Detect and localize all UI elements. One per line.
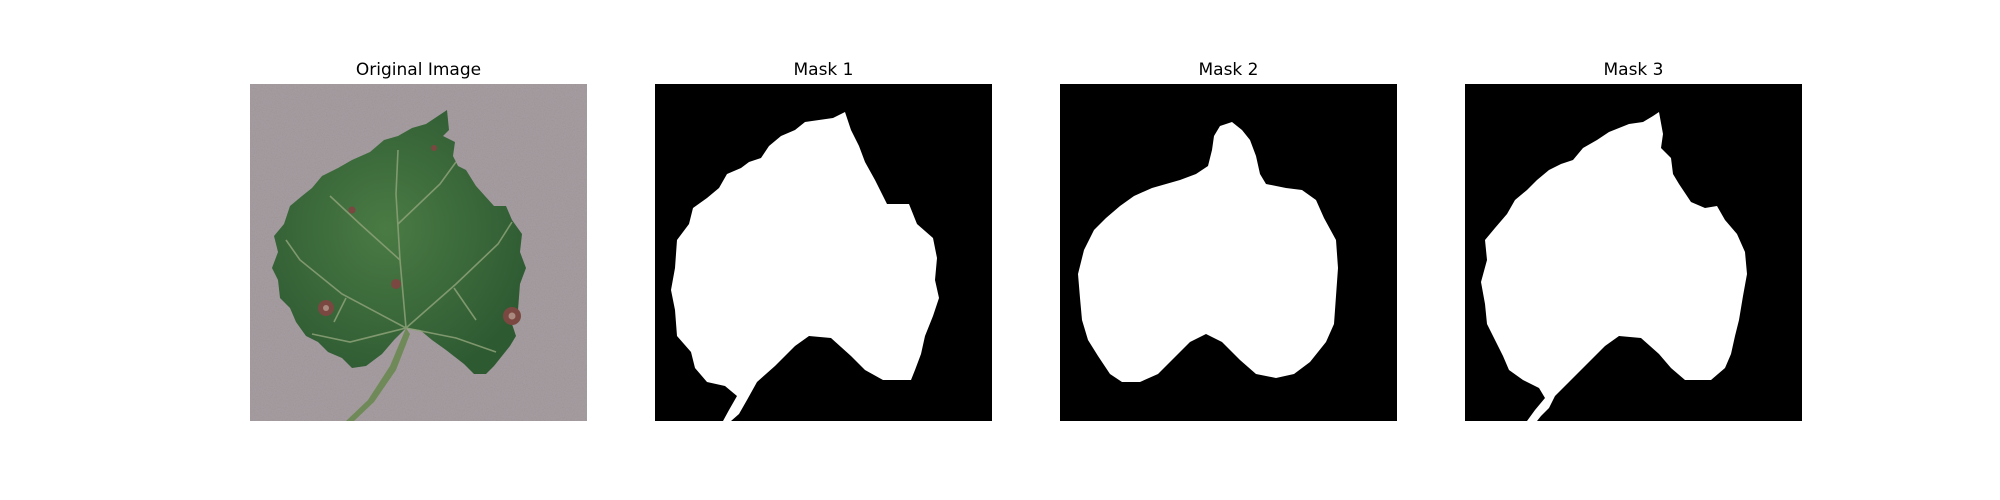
leaf-stem — [346, 328, 410, 421]
mask-2-image — [1060, 84, 1397, 421]
mask-1-image — [655, 84, 992, 421]
panel-title: Mask 3 — [1603, 60, 1664, 80]
leaf-lesions — [318, 145, 521, 325]
leaf-veins — [285, 149, 513, 353]
original-leaf-photo — [250, 84, 587, 421]
mask-3-image — [1465, 84, 1802, 421]
panel-mask-1: Mask 1 — [655, 56, 992, 421]
panel-mask-2: Mask 2 — [1060, 56, 1397, 421]
mask-1-shape — [671, 112, 939, 421]
panel-title: Mask 2 — [1198, 60, 1259, 80]
panel-title: Mask 1 — [793, 60, 854, 80]
panel-mask-3: Mask 3 — [1465, 56, 1802, 421]
mask-2-shape — [1078, 122, 1338, 382]
mask-3-shape — [1481, 112, 1747, 421]
panel-title: Original Image — [355, 60, 482, 80]
panel-original-image: Original Image — [250, 56, 587, 421]
